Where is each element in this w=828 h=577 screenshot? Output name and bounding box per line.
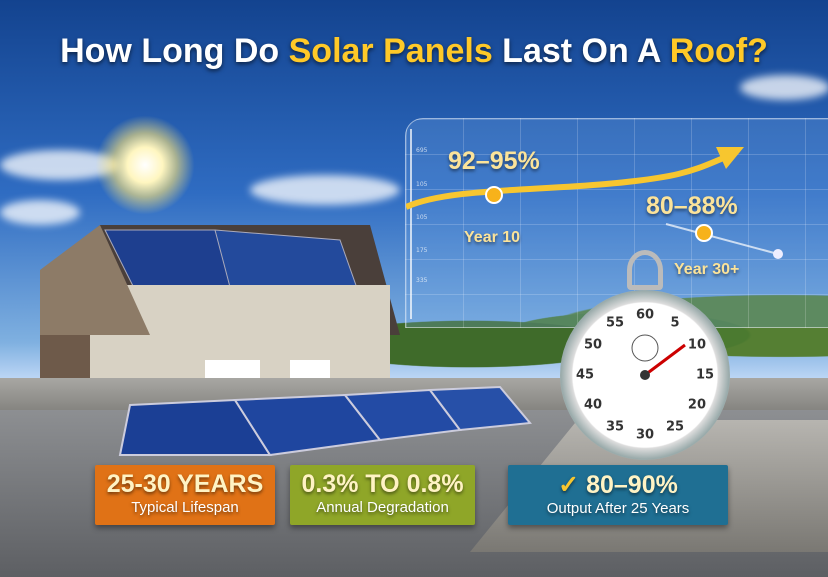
dial-number: 30 [635,427,655,443]
stopwatch: 60 5 10 15 20 25 30 35 40 45 50 55 [560,290,730,460]
y-tick: 105 [416,214,428,221]
badge-value: 0.3% TO 0.8% [301,470,464,498]
dial-number: 35 [605,419,625,435]
dial-number: 10 [687,337,706,353]
value-label-year-30: 80–88% [646,192,738,220]
badge-caption: Annual Degradation [316,499,449,516]
house-illustration [40,225,400,390]
dial-number: 20 [687,397,706,413]
dial-number: 45 [575,367,595,383]
dial-number: 25 [665,419,685,435]
stopwatch-crown [627,250,663,290]
badge-value: 80–90% [586,471,678,499]
degradation-chart: 695 105 105 175 335 92–95% Year 10 80–88… [405,118,828,328]
cloud [740,75,828,100]
badge-lifespan: 25-30 YEARS Typical Lifespan [95,465,275,525]
x-label-year-10: Year 10 [464,229,521,246]
data-point-end [773,249,783,259]
dial-number: 55 [605,315,625,331]
y-tick: 105 [416,181,428,188]
data-point-year-10 [485,186,503,204]
arrow-head-icon [716,147,744,169]
solar-panel-array [118,385,532,457]
sun-icon [95,115,195,215]
x-label-year-30: Year 30+ [674,261,740,278]
dial-number: 50 [583,337,603,353]
data-point-year-30 [695,224,713,242]
y-tick: 695 [416,147,428,154]
dial-number: 5 [670,315,680,331]
second-hand [644,343,686,377]
check-icon: ✓ [558,471,580,499]
y-tick: 175 [416,247,428,254]
badge-output: ✓ 80–90% Output After 25 Years [508,465,728,525]
page-title: How Long Do Solar Panels Last On A Roof? [60,32,768,70]
cloud [0,200,80,225]
dial-number: 15 [695,367,715,383]
dial-number: 60 [635,307,655,323]
cloud [250,175,400,205]
badge-value: 25-30 YEARS [106,470,264,498]
value-label-year-10: 92–95% [448,147,540,175]
trend-line-down [665,223,779,255]
trend-line-up [406,154,728,210]
badge-degradation: 0.3% TO 0.8% Annual Degradation [290,465,475,525]
badge-caption: Output After 25 Years [546,500,690,517]
y-tick: 335 [416,277,428,284]
badge-caption: Typical Lifespan [131,499,239,516]
dial-number: 40 [583,397,603,413]
